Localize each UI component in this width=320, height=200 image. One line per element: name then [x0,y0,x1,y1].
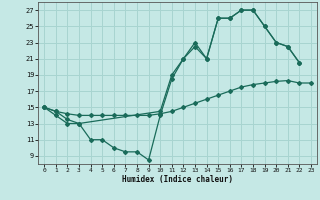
X-axis label: Humidex (Indice chaleur): Humidex (Indice chaleur) [122,175,233,184]
